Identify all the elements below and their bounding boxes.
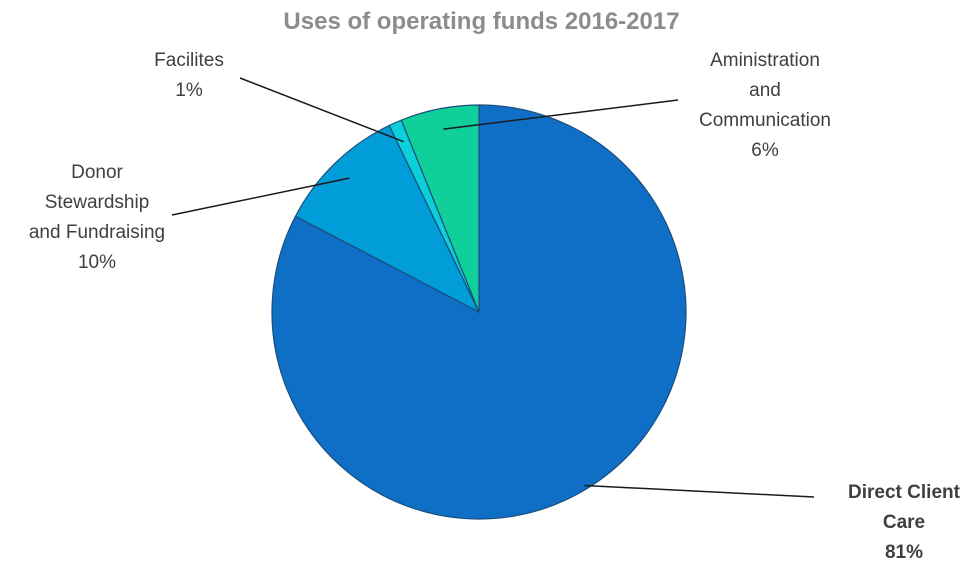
pie-slice-donor-stewardship-and-fundraising xyxy=(294,124,481,314)
slice-category-label: Direct Client xyxy=(848,482,961,503)
slice-category-label: Communication xyxy=(699,110,831,131)
slice-category-label: and xyxy=(749,80,781,101)
slice-value-label: 1% xyxy=(175,80,203,101)
leader-line xyxy=(239,77,404,143)
pie-labels: Direct Client Care 81% Donor Stewardship and … xyxy=(29,50,961,563)
slice-value-label: 10% xyxy=(78,252,116,273)
slice-value-label: 6% xyxy=(751,140,779,161)
slice-category-label: Facilites xyxy=(154,50,224,71)
slice-category-label: and Fundraising xyxy=(29,222,165,243)
slice-category-label: Donor xyxy=(71,162,123,183)
slice-category-label: Aministration xyxy=(710,50,820,71)
leader-line xyxy=(443,99,679,130)
pie-slice-aministration-and-communication xyxy=(400,104,480,313)
slice-value-label: 81% xyxy=(885,542,923,563)
slice-category-label: Care xyxy=(883,512,925,533)
pie-slices xyxy=(271,104,687,520)
slice-category-label: Stewardship xyxy=(45,192,150,213)
leader-line xyxy=(584,484,815,498)
chart-title: Uses of operating funds 2016-2017 xyxy=(283,8,680,35)
leader-line xyxy=(171,177,350,216)
